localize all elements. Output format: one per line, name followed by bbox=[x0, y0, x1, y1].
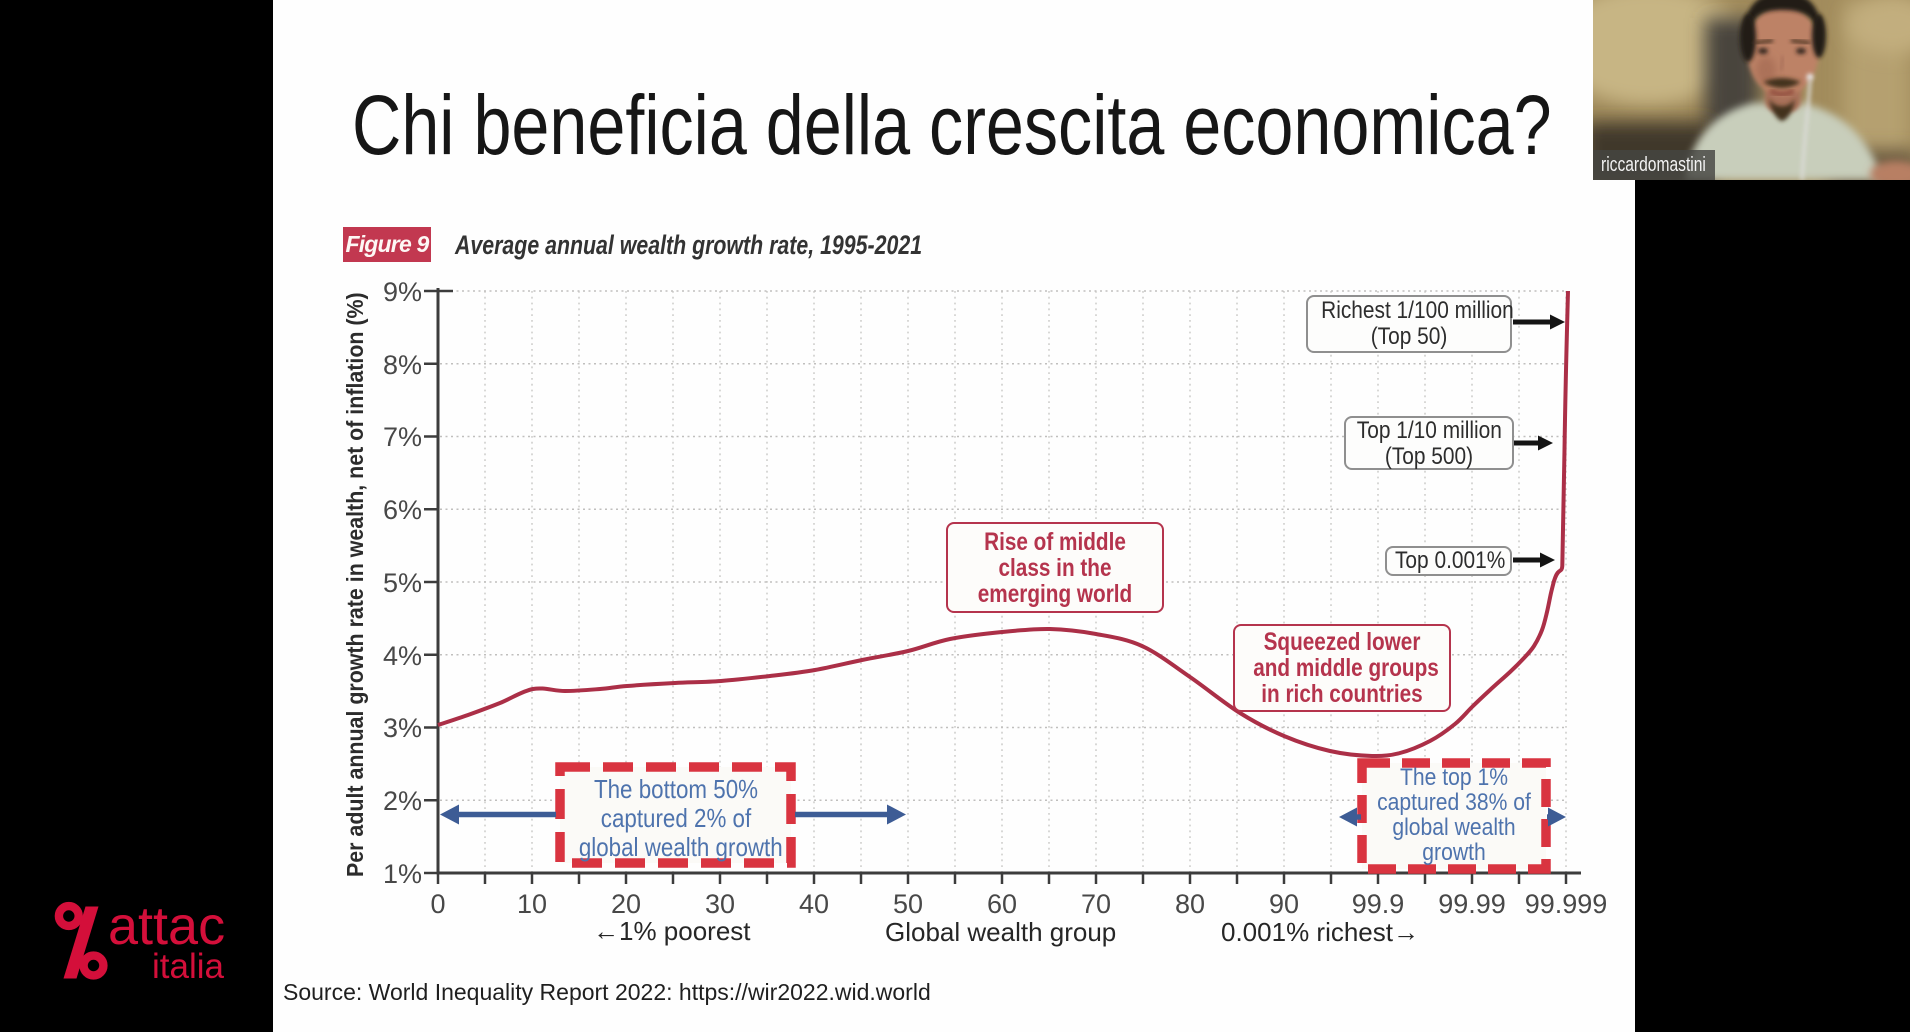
svg-text:attac: attac bbox=[108, 896, 225, 956]
svg-text:italia: italia bbox=[152, 947, 225, 986]
